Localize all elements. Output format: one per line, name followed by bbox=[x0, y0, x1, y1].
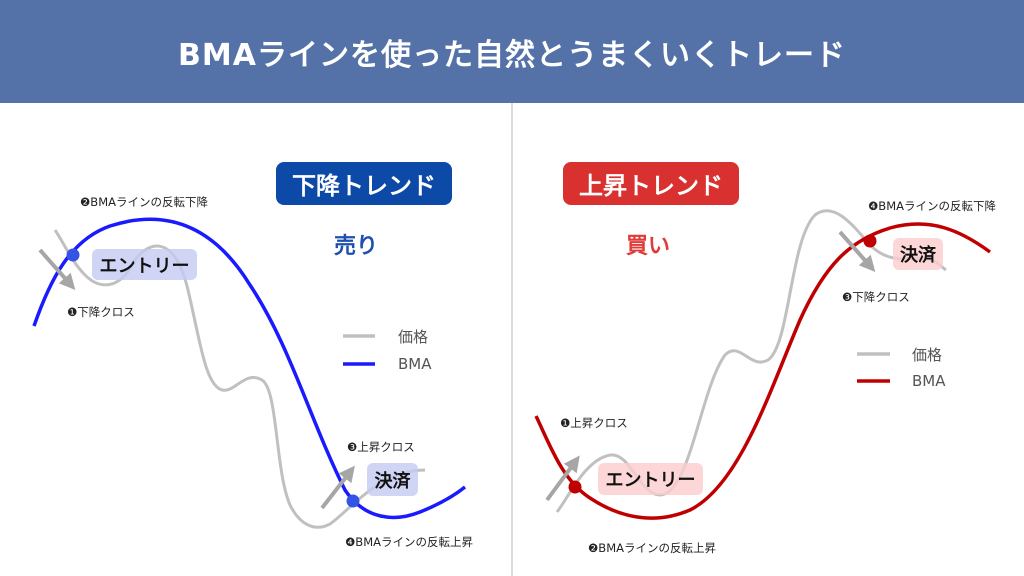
right-up-cross-arrow bbox=[545, 455, 580, 502]
left-exit-point bbox=[346, 494, 360, 508]
left-entry-box: エントリー bbox=[92, 249, 197, 280]
header-banner: BMAラインを使った自然とうまくいくトレード bbox=[0, 0, 1024, 103]
uptrend-badge: 上昇トレンド bbox=[563, 162, 739, 205]
right-down-cross-arrow bbox=[838, 230, 876, 272]
right-label-bma-turn-down: ❹BMAラインの反転下降 bbox=[868, 199, 996, 213]
right-legend-bma: BMA bbox=[912, 372, 946, 390]
left-label-down-cross: ❶下降クロス bbox=[67, 305, 135, 319]
right-entry-box: エントリー bbox=[598, 463, 703, 495]
panel-divider bbox=[511, 103, 513, 576]
right-exit-point bbox=[863, 234, 877, 248]
left-legend-price: 価格 bbox=[398, 328, 429, 346]
left-up-cross-arrow bbox=[320, 465, 355, 510]
sell-label: 売り bbox=[334, 234, 379, 259]
page-title: BMAラインを使った自然とうまくいくトレード bbox=[178, 37, 846, 73]
left-down-cross-arrow bbox=[38, 248, 76, 290]
right-legend-price: 価格 bbox=[912, 346, 943, 364]
downtrend-badge: 下降トレンド bbox=[276, 162, 452, 205]
left-bma-line bbox=[32, 217, 467, 520]
right-label-down-cross: ❸下降クロス bbox=[842, 290, 910, 304]
left-price-line bbox=[53, 229, 426, 529]
left-label-bma-turn-up: ❹BMAラインの反転上昇 bbox=[345, 535, 473, 549]
right-label-bma-turn-up: ❷BMAラインの反転上昇 bbox=[588, 541, 716, 555]
left-label-bma-turn-down: ❷BMAラインの反転下降 bbox=[80, 195, 208, 209]
right-bma-line bbox=[534, 222, 992, 520]
left-legend-bma: BMA bbox=[398, 355, 432, 373]
left-entry-point bbox=[66, 248, 80, 262]
left-exit-box: 決済 bbox=[367, 463, 418, 496]
buy-label: 買い bbox=[626, 234, 671, 259]
right-entry-point bbox=[568, 480, 582, 494]
right-label-up-cross: ❶上昇クロス bbox=[560, 416, 628, 430]
left-label-up-cross: ❸上昇クロス bbox=[347, 440, 415, 454]
right-exit-box: 決済 bbox=[893, 238, 943, 270]
